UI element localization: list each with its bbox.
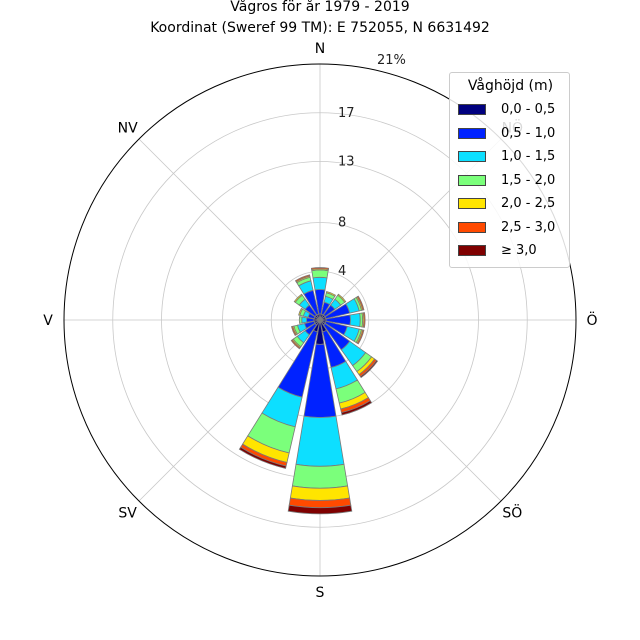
legend-label: 1,5 - 2,0 bbox=[501, 172, 556, 188]
sector-S-bin-3 bbox=[291, 463, 349, 489]
legend-label: 2,5 - 3,0 bbox=[501, 219, 556, 235]
legend-label: 1,0 - 1,5 bbox=[501, 149, 556, 164]
legend-title: Våghöjd (m) bbox=[467, 78, 554, 94]
sector-V-bin-3 bbox=[298, 316, 303, 324]
chart-title: Vågros för år 1979 - 2019 bbox=[230, 0, 410, 15]
sector-NV-bin-4 bbox=[293, 293, 303, 303]
direction-label: S bbox=[316, 585, 325, 601]
sector-S-bin-4 bbox=[289, 485, 351, 501]
legend-label: 2,0 - 2,5 bbox=[501, 196, 556, 211]
grid-spoke bbox=[138, 138, 321, 321]
legend-label: 0,5 - 1,0 bbox=[501, 125, 556, 141]
sector-VNV-bin-4 bbox=[298, 307, 303, 316]
sector-N-bin-5 bbox=[310, 267, 330, 270]
direction-label: Ö bbox=[586, 311, 597, 329]
legend-item: 0,0 - 0,5 bbox=[458, 101, 568, 119]
sector-SSÖ-bin-6 bbox=[340, 400, 373, 416]
legend-swatch bbox=[458, 221, 486, 233]
radial-tick-label: 4 bbox=[338, 264, 346, 279]
legend-label: 0,0 - 0,5 bbox=[501, 102, 556, 117]
radial-tick-label: 21% bbox=[377, 53, 406, 68]
outer-circle bbox=[63, 63, 577, 577]
legend-swatch bbox=[458, 127, 486, 139]
sector-SV-bin-5 bbox=[290, 339, 301, 350]
direction-label: V bbox=[43, 313, 53, 329]
sector-S-bin-2 bbox=[295, 415, 345, 467]
legend-item: 2,0 - 2,5 bbox=[458, 195, 568, 213]
legend-item: ≥ 3,0 bbox=[458, 242, 568, 260]
direction-label: N bbox=[315, 41, 325, 57]
sector-Ö-bin-5 bbox=[362, 312, 366, 328]
chart-subtitle: Koordinat (Sweref 99 TM): E 752055, N 66… bbox=[150, 20, 490, 36]
direction-label: NV bbox=[118, 121, 138, 137]
sector-S-bin-6 bbox=[287, 504, 353, 515]
legend-item: 1,5 - 2,0 bbox=[458, 172, 568, 190]
sector-V-bin-2 bbox=[301, 316, 308, 324]
sector-ÖSÖ-bin-5 bbox=[356, 329, 365, 345]
grid-spoke bbox=[138, 319, 321, 502]
legend-swatch bbox=[458, 245, 486, 256]
sector-SSV-bin-6 bbox=[238, 446, 287, 469]
sector-NNV-bin-5 bbox=[294, 274, 311, 283]
legend-swatch bbox=[458, 104, 486, 115]
sector-SÖ-bin-6 bbox=[359, 359, 379, 379]
radial-tick-label: 8 bbox=[338, 215, 346, 230]
legend: Våghöjd (m) 0,0 - 0,5 0,5 - 1,0 1,0 - 1,5 1… bbox=[449, 72, 570, 268]
sector-Ö-bin-2 bbox=[349, 312, 361, 328]
direction-label: SÖ bbox=[502, 503, 522, 521]
legend-label: ≥ 3,0 bbox=[501, 243, 537, 258]
sector-N-bin-3 bbox=[311, 269, 329, 279]
legend-swatch bbox=[458, 198, 486, 209]
legend-swatch bbox=[458, 174, 486, 186]
sector-N-bin-2 bbox=[312, 276, 328, 291]
sector-VSV-bin-5 bbox=[291, 325, 297, 337]
legend-item: 1,0 - 1,5 bbox=[458, 148, 568, 166]
radial-tick-label: 13 bbox=[338, 155, 355, 170]
legend-swatch bbox=[458, 151, 486, 162]
sector-NÖ-bin-4 bbox=[337, 293, 347, 303]
legend-item: 0,5 - 1,0 bbox=[458, 125, 568, 143]
sector-NNÖ-bin-4 bbox=[325, 291, 337, 297]
legend-item: 2,5 - 3,0 bbox=[458, 219, 568, 237]
radial-tick-label: 17 bbox=[338, 106, 355, 121]
sector-ÖNÖ-bin-5 bbox=[356, 295, 365, 311]
direction-label: SV bbox=[118, 505, 137, 521]
